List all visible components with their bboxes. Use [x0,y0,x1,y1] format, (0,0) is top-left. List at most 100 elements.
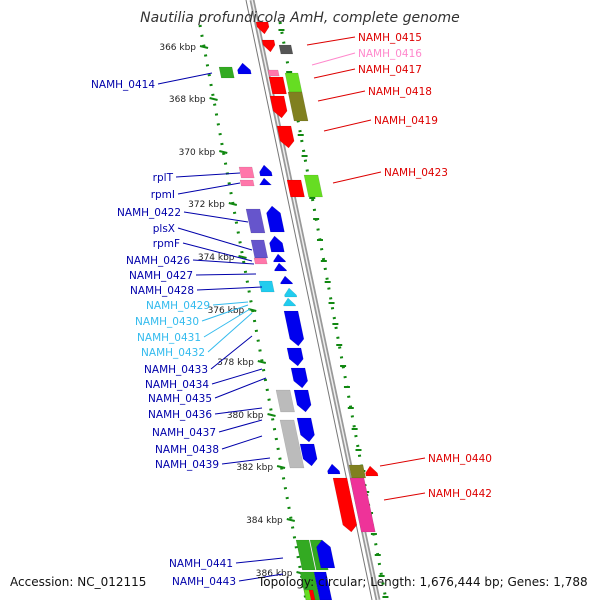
kbp-tick [228,202,238,206]
gene-block-pink [267,69,280,77]
gene-block-cyan [284,287,298,298]
kbp-label: 374 kbp [198,253,235,263]
left-gene-label: NAMH_0431 [137,332,201,344]
right-gene-label: NAMH_0440 [428,453,492,465]
gene-block-blue [269,235,285,253]
kbp-tick [267,413,276,417]
gene-block-blue [274,262,287,272]
gene-block-red [286,179,305,198]
left-label-leader [192,259,255,265]
right-gene-label: NAMH_0415 [358,32,422,44]
left-gene-label: NAMH_0443 [172,576,236,588]
kbp-tick [199,45,209,49]
topology-text: Topology: circular; Length: 1,676,444 bp… [258,575,588,589]
right-label-leader [311,52,356,66]
right-gene-label: NAMH_0442 [428,488,492,500]
kbp-label: 378 kbp [217,358,254,368]
gene-block-red [269,95,288,119]
right-label-leader [379,457,426,467]
left-label-leader [212,301,249,306]
kbp-label: 382 kbp [236,463,273,473]
right-gene-label: NAMH_0417 [358,64,422,76]
gene-block-blue [283,310,305,347]
left-gene-label: NAMH_0426 [126,255,190,267]
right-label-leader [306,36,356,46]
gene-block-blue [273,253,286,263]
kbp-tick [286,518,296,522]
gene-block-lime [303,174,323,198]
left-gene-label: rplT [153,172,174,184]
left-label-leader [211,368,263,385]
left-gene-label: NAMH_0433 [144,364,208,376]
gene-block-blue [286,347,304,367]
gene-block-pink [239,179,255,187]
gene-block-blue [327,463,341,475]
map-title: Nautilia profundicola AmH, complete geno… [140,10,460,26]
left-label-leader [235,557,284,564]
left-gene-label: NAMH_0441 [169,558,233,570]
gene-block-blue [280,275,293,285]
gene-block-red [332,477,358,533]
left-gene-label: NAMH_0427 [129,270,193,282]
left-label-leader [195,273,257,276]
left-gene-label: NAMH_0435 [148,393,212,405]
kbp-label: 372 kbp [188,200,225,210]
gene-block-blue [259,177,273,186]
gene-block-red [255,21,270,35]
left-label-leader [182,242,253,262]
left-label-leader [196,286,263,291]
kbp-label: 370 kbp [179,148,216,158]
right-label-leader [383,492,426,501]
gene-block-cyan [258,280,275,293]
gene-block-green [218,66,235,79]
left-gene-label: NAMH_0429 [146,300,210,312]
left-gene-label: NAMH_0434 [145,379,209,391]
kbp-tick [238,255,247,259]
gene-block-blue [299,443,318,467]
gene-block-magenta [349,477,376,533]
left-gene-label: NAMH_0438 [155,444,219,456]
left-gene-label: NAMH_0414 [91,79,155,91]
left-label-leader [221,457,271,465]
gene-block-slate [250,239,269,259]
gene-block-red [276,125,295,149]
gene-block-red [268,76,287,95]
gene-block-red [365,465,379,477]
left-gene-label: NAMH_0422 [117,207,181,219]
kbp-tick [276,465,286,469]
right-gene-label: NAMH_0418 [368,86,432,98]
left-gene-label: NAMH_0439 [155,459,219,471]
right-label-leader [313,68,356,79]
left-gene-label: rpmF [153,238,180,250]
right-gene-label: NAMH_0416 [358,48,422,60]
right-label-leader [323,119,372,132]
gene-block-pink [253,257,268,265]
left-label-leader [221,435,263,450]
left-label-leader [214,377,267,399]
gene-block-gray [279,419,305,469]
gene-block-gray [275,389,295,413]
gene-block-blue [237,62,252,75]
left-label-leader [210,335,253,370]
left-label-leader [201,304,249,322]
left-gene-label: NAMH_0430 [135,316,199,328]
kbp-label: 376 kbp [208,306,245,316]
left-label-leader [238,573,284,582]
gene-block-slate [245,208,266,234]
left-gene-label: NAMH_0428 [130,285,194,297]
left-label-leader [157,72,213,85]
gene-block-blue [316,539,336,569]
gene-block-blue [296,417,315,443]
gene-block-blue [266,205,285,233]
gene-block-darkgray [278,44,294,55]
left-label-leader [214,407,263,415]
left-label-leader [203,308,251,338]
gene-block-blue [259,164,273,177]
right-label-leader [317,90,366,102]
gene-block-olive [348,464,367,479]
left-gene-label: NAMH_0436 [148,409,212,421]
right-gene-label: NAMH_0419 [374,115,438,127]
gene-block-cyan [283,297,296,307]
